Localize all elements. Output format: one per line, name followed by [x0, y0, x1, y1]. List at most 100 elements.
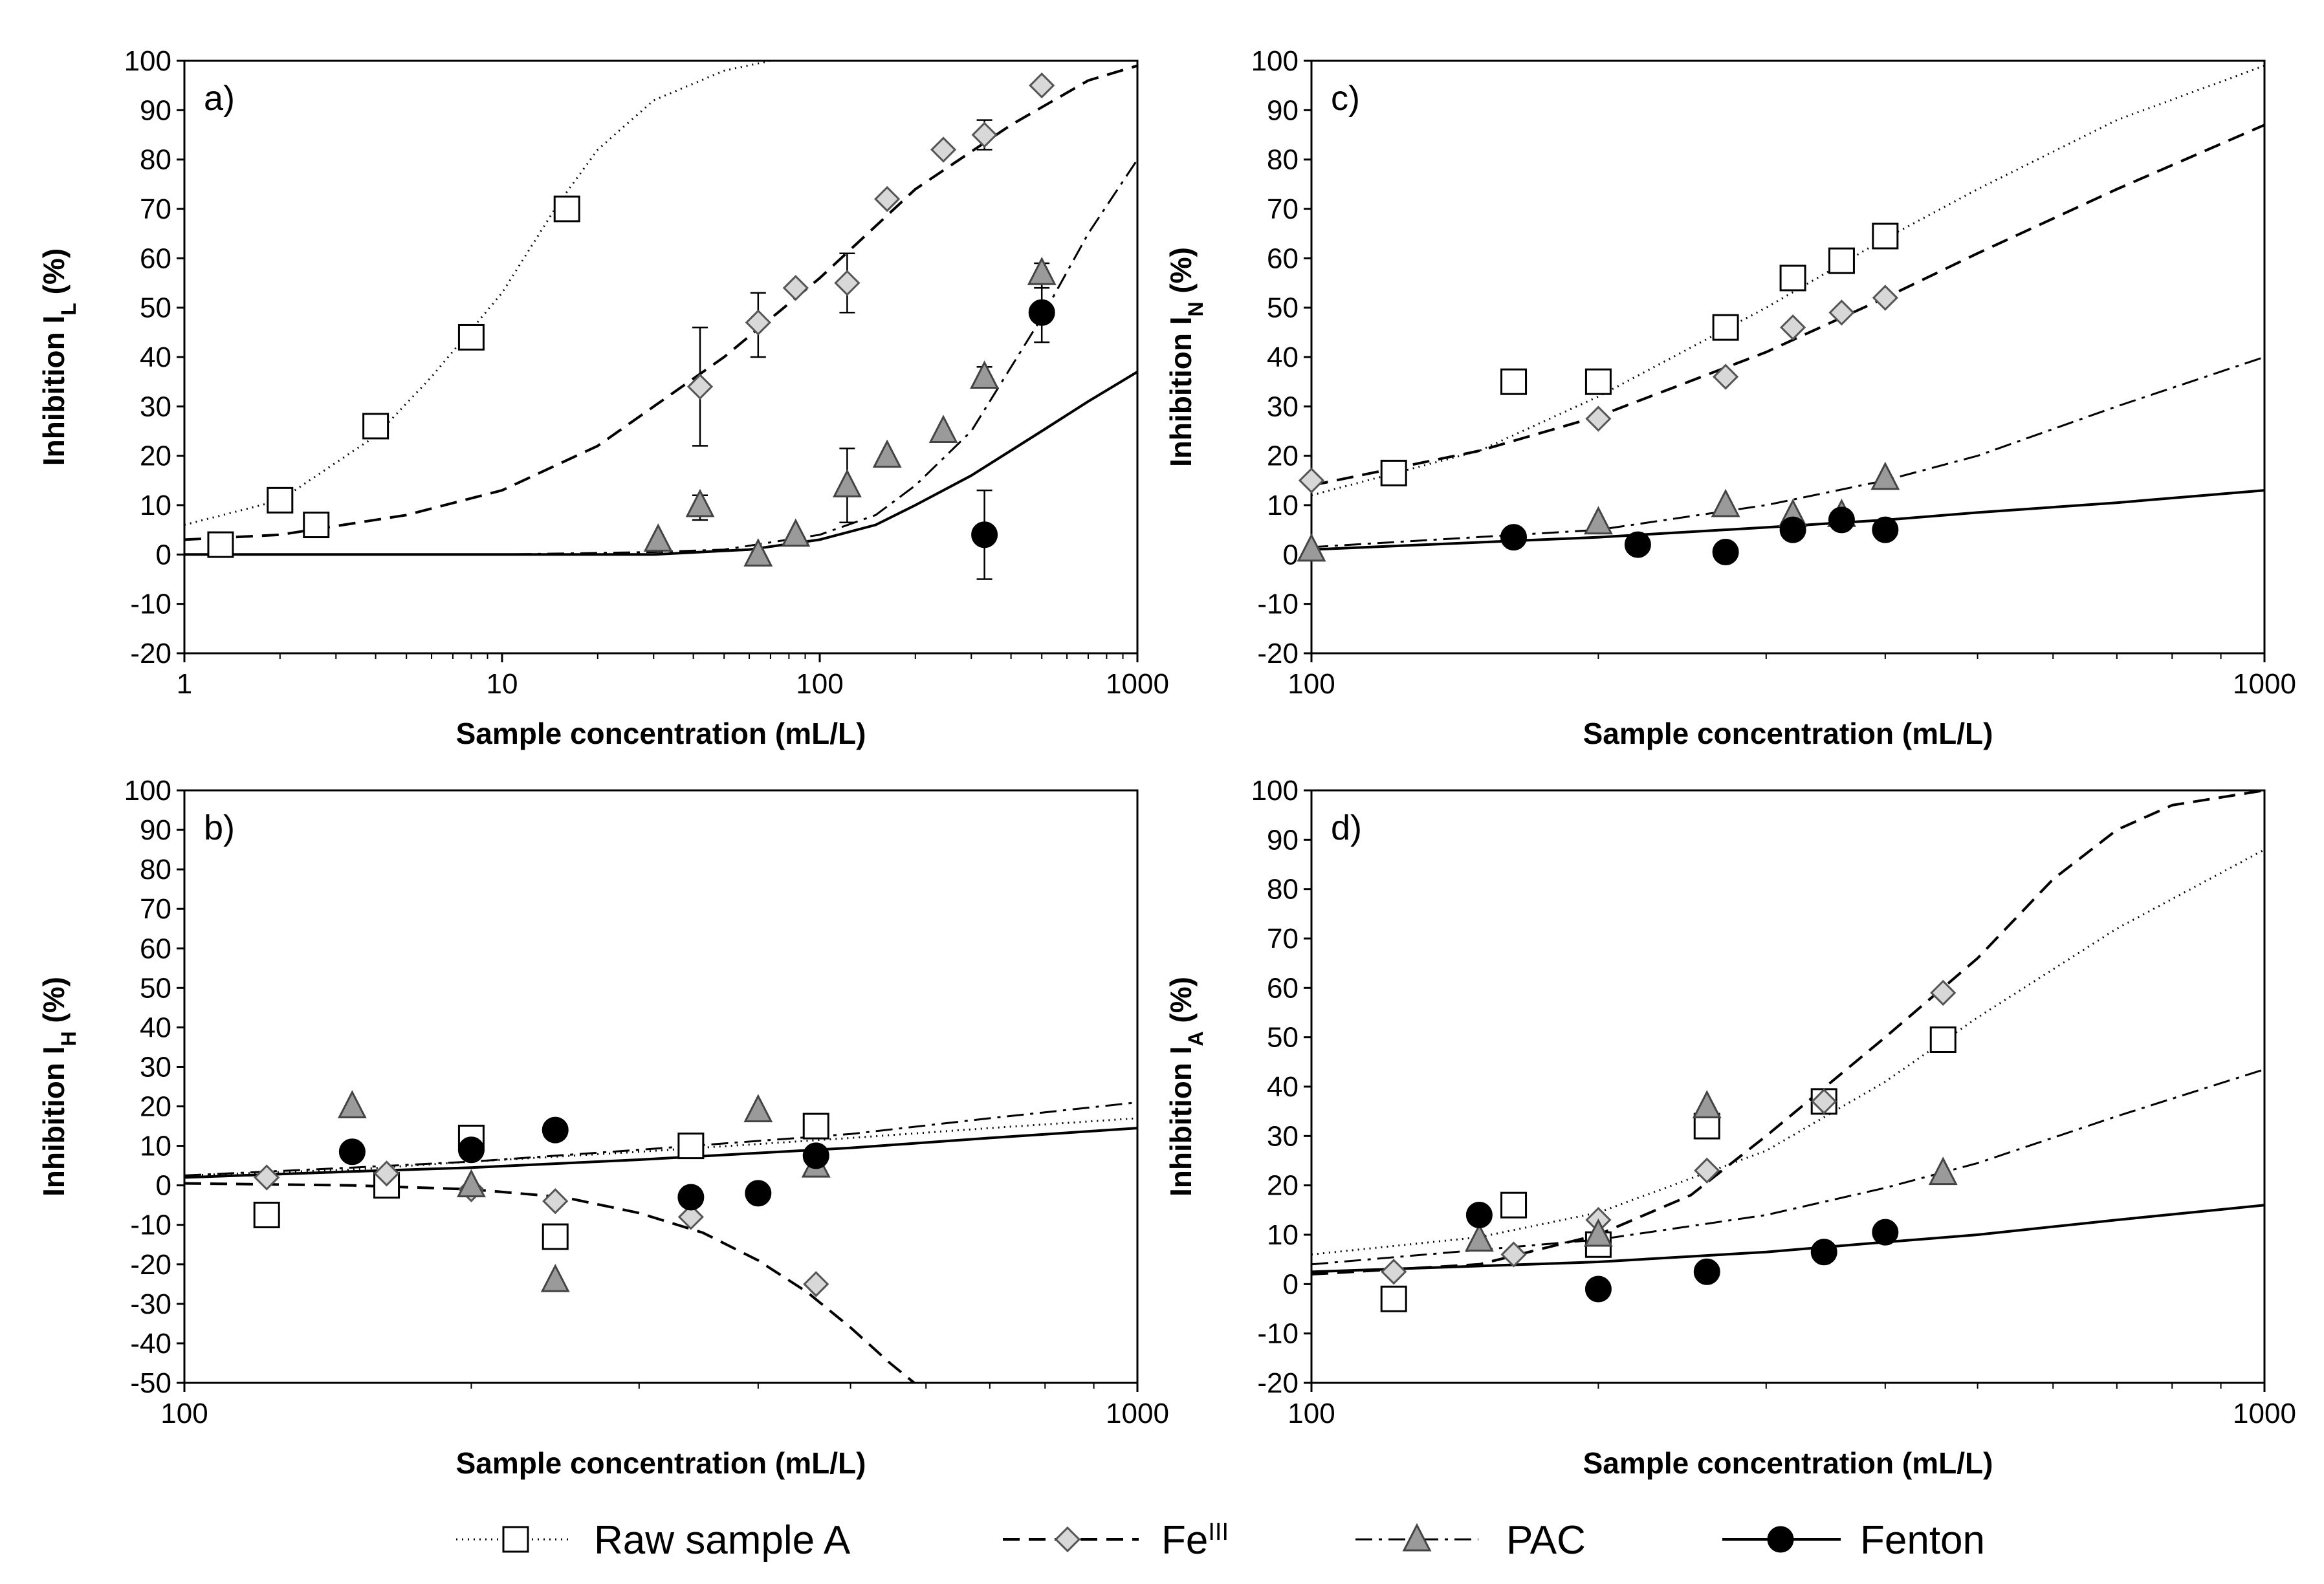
data-point-pac [643, 523, 673, 552]
y-tick-label: -10 [130, 589, 171, 620]
data-point-pac [781, 518, 811, 547]
data-point-fenton [338, 1138, 366, 1166]
chart-panel-3: -20 -10 0 10 20 30 40 50 60 70 80 90 100 100 1000 Sampl… [1164, 45, 2296, 750]
y-tick-label: 100 [124, 775, 171, 807]
x-axis-label: Sample concentration (mL/L) [1583, 1446, 1993, 1480]
y-axis-label: Inhibition IA (%) [1164, 977, 1207, 1197]
y-tick-label: 0 [156, 539, 171, 570]
y-tick-label: 50 [1267, 1022, 1299, 1054]
data-point-fe [373, 1160, 400, 1187]
data-point-pac [1027, 256, 1057, 285]
y-tick-label: 50 [1267, 292, 1299, 324]
y-tick-label: 20 [1267, 440, 1299, 472]
fit-line-pac [184, 158, 1137, 556]
data-point-fenton [1693, 1258, 1720, 1285]
x-tick-label: 100 [160, 1398, 208, 1429]
data-point-pac [1870, 461, 1900, 490]
data-point-fe [745, 309, 771, 336]
data-point-fe [686, 373, 714, 400]
data-point-raw [1872, 222, 1899, 250]
x-tick-label: 1 [177, 668, 192, 700]
data-point-fe [1811, 1088, 1837, 1115]
data-point-fenton [1872, 516, 1899, 543]
data-point-pac [970, 360, 1000, 389]
y-tick-label: -10 [1257, 589, 1299, 620]
fit-line-raw [1311, 849, 2264, 1255]
data-point-raw [362, 413, 389, 440]
data-point-fenton [1624, 531, 1651, 558]
x-tick-label: 100 [1288, 1398, 1335, 1429]
legend-item-fenton: Fenton [1722, 1518, 1985, 1563]
y-tick-label: 20 [140, 1091, 171, 1123]
x-axis-label: Sample concentration (mL/L) [456, 1446, 866, 1480]
fit-line-fe [184, 1182, 917, 1383]
y-tick-label: 100 [1251, 775, 1299, 807]
data-point-fe [930, 136, 957, 163]
data-point-raw [677, 1133, 705, 1160]
y-tick-label: -40 [130, 1328, 171, 1360]
panel-label: b) [204, 808, 235, 847]
data-point-fe [1828, 299, 1855, 326]
data-point-fenton [1828, 506, 1855, 534]
data-point-fe [677, 1204, 704, 1230]
data-point-fe [834, 270, 861, 296]
legend-marker-fe [1054, 1526, 1081, 1553]
y-tick-label: 80 [1267, 144, 1299, 176]
data-point-fenton [1584, 1275, 1612, 1303]
y-tick-label: 40 [140, 1012, 171, 1043]
y-tick-label: 60 [140, 243, 171, 274]
x-tick-label: 1000 [1106, 1398, 1169, 1429]
legend: Raw sample A FeIII PAC Fenton [456, 1518, 1985, 1563]
y-tick-label: 90 [140, 94, 171, 126]
data-point-pac [1711, 488, 1740, 517]
legend-item-pac: PAC [1355, 1518, 1586, 1563]
data-point-pac [743, 538, 773, 567]
fit-curves [184, 1101, 1137, 1383]
y-axis-label: Inhibition IH (%) [37, 977, 80, 1197]
y-tick-label: 80 [140, 144, 171, 176]
chart-panel-2: -50 -40 -30 -20 -10 0 10 20 30 40 50 60 70 80 90 100 100… [37, 775, 1169, 1480]
data-point-raw [457, 323, 485, 351]
legend-marker-fenton [1767, 1526, 1794, 1553]
y-tick-label: 40 [1267, 342, 1299, 373]
y-tick-label: 60 [140, 933, 171, 964]
data-point-fenton [745, 1180, 772, 1207]
data-point-fe [1779, 314, 1806, 341]
data-point-pac [743, 1094, 773, 1123]
x-tick-label: 100 [1288, 668, 1335, 700]
data-point-raw [267, 486, 294, 514]
y-axis-label: Inhibition IN (%) [1164, 247, 1207, 467]
data-point-pac [1583, 506, 1613, 535]
data-point-pac [685, 488, 715, 517]
y-tick-label: 80 [1267, 874, 1299, 906]
data-point-fenton [802, 1142, 829, 1169]
data-point-fe [1872, 285, 1898, 311]
data-point-fe [1712, 363, 1739, 390]
y-tick-label: 70 [140, 893, 171, 925]
y-tick-label: -10 [130, 1210, 171, 1241]
data-point-fe [1585, 406, 1612, 432]
legend-marker-pac [1402, 1523, 1432, 1552]
y-tick-label: -20 [130, 638, 171, 669]
y-tick-label: -20 [1257, 638, 1299, 669]
y-axis-label: Inhibition IL (%) [37, 248, 80, 466]
data-point-pac [928, 415, 958, 443]
y-tick-label: 0 [1283, 539, 1299, 570]
fit-line-fe [1311, 790, 2264, 1276]
data-point-raw [1712, 314, 1739, 341]
data-point-fe [1381, 1259, 1407, 1285]
data-point-fe [1930, 979, 1957, 1006]
legend-item-fe: FeIII [1003, 1518, 1229, 1563]
legend-marker-raw [502, 1526, 529, 1553]
panel-label: a) [204, 79, 235, 118]
fit-line-fe [184, 64, 1137, 541]
data-point-fe [803, 1271, 829, 1297]
x-axis-label: Sample concentration (mL/L) [1583, 717, 1993, 750]
legend-label-fe: FeIII [1161, 1518, 1229, 1563]
y-tick-label: -30 [130, 1288, 171, 1320]
data-point-raw [553, 195, 580, 222]
y-tick-label: 0 [1283, 1268, 1299, 1300]
data-point-pac [540, 1263, 570, 1292]
fit-curves [184, 61, 1137, 556]
